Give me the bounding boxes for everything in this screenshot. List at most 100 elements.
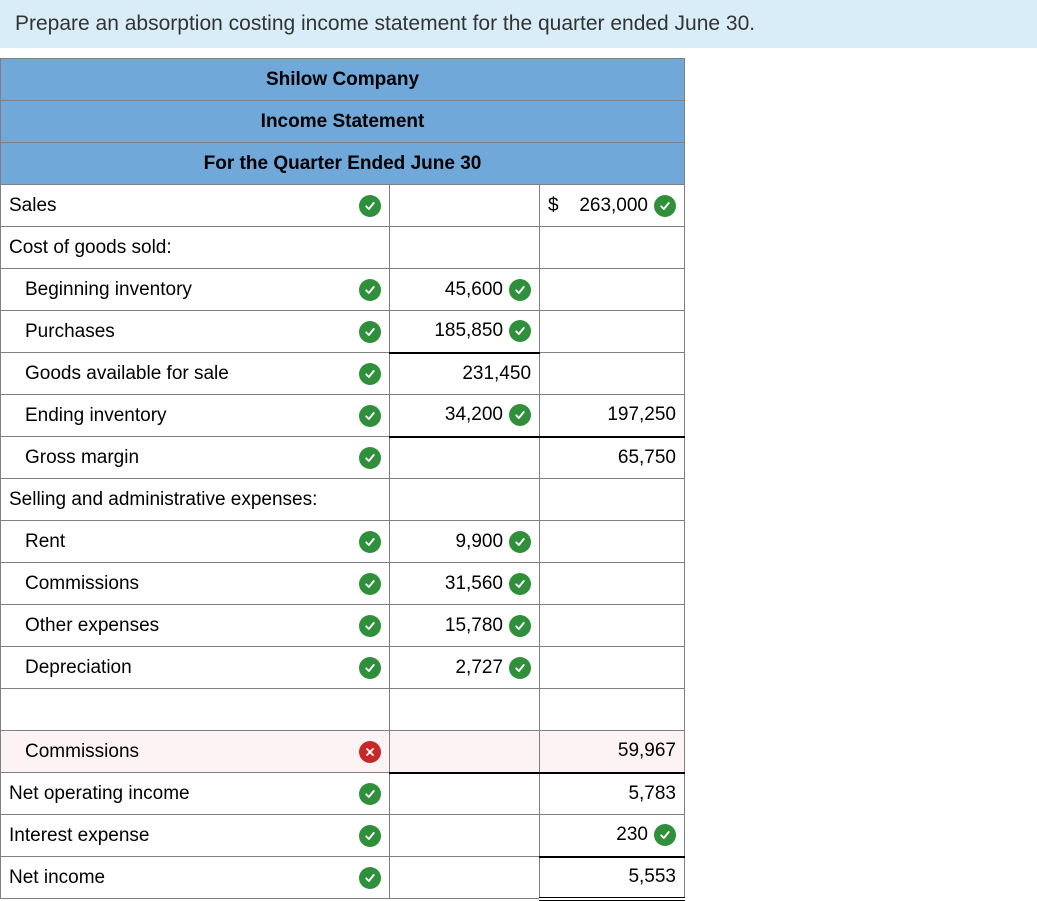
row-label-cell[interactable]: Net operating income <box>1 773 390 815</box>
row-right-cell[interactable] <box>540 479 685 521</box>
check-icon <box>359 615 381 637</box>
row-label-cell[interactable]: Cost of goods sold: <box>1 227 390 269</box>
table-row: Rent 9,900 <box>1 521 685 563</box>
row-label-cell[interactable]: Commissions <box>1 731 390 773</box>
row-right-cell[interactable]: 65,750 <box>540 437 685 479</box>
row-right-cell[interactable] <box>540 689 685 731</box>
row-label: Commissions <box>25 741 139 763</box>
row-label-cell[interactable]: Depreciation <box>1 647 390 689</box>
check-icon <box>509 404 531 426</box>
row-right-cell[interactable] <box>540 311 685 353</box>
row-right-cell[interactable]: 5,783 <box>540 773 685 815</box>
currency-symbol: $ <box>548 195 559 217</box>
row-right-value: 197,250 <box>607 404 676 426</box>
row-label-cell[interactable]: Other expenses <box>1 605 390 647</box>
row-mid-cell[interactable] <box>390 479 540 521</box>
row-right-cell[interactable] <box>540 563 685 605</box>
check-icon <box>359 405 381 427</box>
check-icon <box>509 615 531 637</box>
check-icon <box>359 573 381 595</box>
table-row: Gross margin 65,750 <box>1 437 685 479</box>
row-mid-cell[interactable]: 2,727 <box>390 647 540 689</box>
row-label-cell[interactable]: Goods available for sale <box>1 353 390 395</box>
row-right-cell[interactable]: 59,967 <box>540 731 685 773</box>
error-icon <box>359 741 381 763</box>
check-icon <box>359 363 381 385</box>
row-mid-value: 2,727 <box>455 657 503 679</box>
row-mid-cell[interactable] <box>390 731 540 773</box>
table-row: Net income 5,553 <box>1 857 685 899</box>
row-mid-cell[interactable]: 185,850 <box>390 311 540 353</box>
row-mid-cell[interactable] <box>390 437 540 479</box>
row-label: Interest expense <box>9 825 149 847</box>
row-mid-cell[interactable]: 45,600 <box>390 269 540 311</box>
row-label-cell[interactable] <box>1 689 390 731</box>
row-right-cell[interactable]: 5,553 <box>540 857 685 899</box>
row-label-cell[interactable]: Interest expense <box>1 815 390 857</box>
row-right-value: 263,000 <box>579 195 648 217</box>
row-mid-cell[interactable]: 34,200 <box>390 395 540 437</box>
check-icon <box>654 824 676 846</box>
row-right-cell[interactable] <box>540 353 685 395</box>
row-mid-cell[interactable] <box>390 185 540 227</box>
check-icon <box>359 531 381 553</box>
row-right-cell[interactable]: 197,250 <box>540 395 685 437</box>
table-row: Selling and administrative expenses: <box>1 479 685 521</box>
row-right-cell[interactable] <box>540 605 685 647</box>
row-label-cell[interactable]: Sales <box>1 185 390 227</box>
row-label-cell[interactable]: Gross margin <box>1 437 390 479</box>
row-label: Sales <box>9 195 57 217</box>
row-label: Cost of goods sold: <box>9 237 172 259</box>
row-label: Commissions <box>25 573 139 595</box>
row-mid-cell[interactable] <box>390 227 540 269</box>
row-label-cell[interactable]: Beginning inventory <box>1 269 390 311</box>
row-label-cell[interactable]: Purchases <box>1 311 390 353</box>
table-row: Cost of goods sold: <box>1 227 685 269</box>
row-mid-cell[interactable]: 231,450 <box>390 353 540 395</box>
prompt-bar: Prepare an absorption costing income sta… <box>0 0 1037 48</box>
row-label: Gross margin <box>25 447 139 469</box>
row-right-value: 59,967 <box>618 740 676 762</box>
row-right-value: 5,783 <box>628 783 676 805</box>
row-right-cell[interactable] <box>540 269 685 311</box>
table-row <box>1 689 685 731</box>
check-icon <box>359 279 381 301</box>
row-label-cell[interactable]: Rent <box>1 521 390 563</box>
row-label: Net income <box>9 867 105 889</box>
row-label: Selling and administrative expenses: <box>9 489 317 511</box>
row-right-cell[interactable]: $263,000 <box>540 185 685 227</box>
row-label: Rent <box>25 531 65 553</box>
row-right-cell[interactable]: 230 <box>540 815 685 857</box>
row-right-value: 5,553 <box>628 866 676 888</box>
row-label-cell[interactable]: Selling and administrative expenses: <box>1 479 390 521</box>
row-label-cell[interactable]: Commissions <box>1 563 390 605</box>
row-mid-value: 31,560 <box>445 573 503 595</box>
row-label: Net operating income <box>9 783 190 805</box>
row-mid-cell[interactable]: 31,560 <box>390 563 540 605</box>
check-icon <box>654 195 676 217</box>
income-statement-table: Shilow Company Income Statement For the … <box>0 58 685 901</box>
table-row: Net operating income 5,783 <box>1 773 685 815</box>
table-row: Sales $263,000 <box>1 185 685 227</box>
row-label: Other expenses <box>25 615 159 637</box>
prompt-text: Prepare an absorption costing income sta… <box>15 12 755 35</box>
table-row: Goods available for sale231,450 <box>1 353 685 395</box>
check-icon <box>509 279 531 301</box>
check-icon <box>359 447 381 469</box>
row-mid-cell[interactable] <box>390 689 540 731</box>
check-icon <box>359 783 381 805</box>
row-mid-cell[interactable]: 15,780 <box>390 605 540 647</box>
table-row: Purchases185,850 <box>1 311 685 353</box>
row-mid-cell[interactable] <box>390 857 540 899</box>
row-right-cell[interactable] <box>540 227 685 269</box>
row-mid-cell[interactable] <box>390 815 540 857</box>
table-row: Commissions 31,560 <box>1 563 685 605</box>
row-right-cell[interactable] <box>540 521 685 563</box>
check-icon <box>509 320 531 342</box>
header-period: For the Quarter Ended June 30 <box>1 143 685 185</box>
row-label-cell[interactable]: Net income <box>1 857 390 899</box>
row-mid-cell[interactable] <box>390 773 540 815</box>
row-label-cell[interactable]: Ending inventory <box>1 395 390 437</box>
row-right-cell[interactable] <box>540 647 685 689</box>
row-mid-cell[interactable]: 9,900 <box>390 521 540 563</box>
